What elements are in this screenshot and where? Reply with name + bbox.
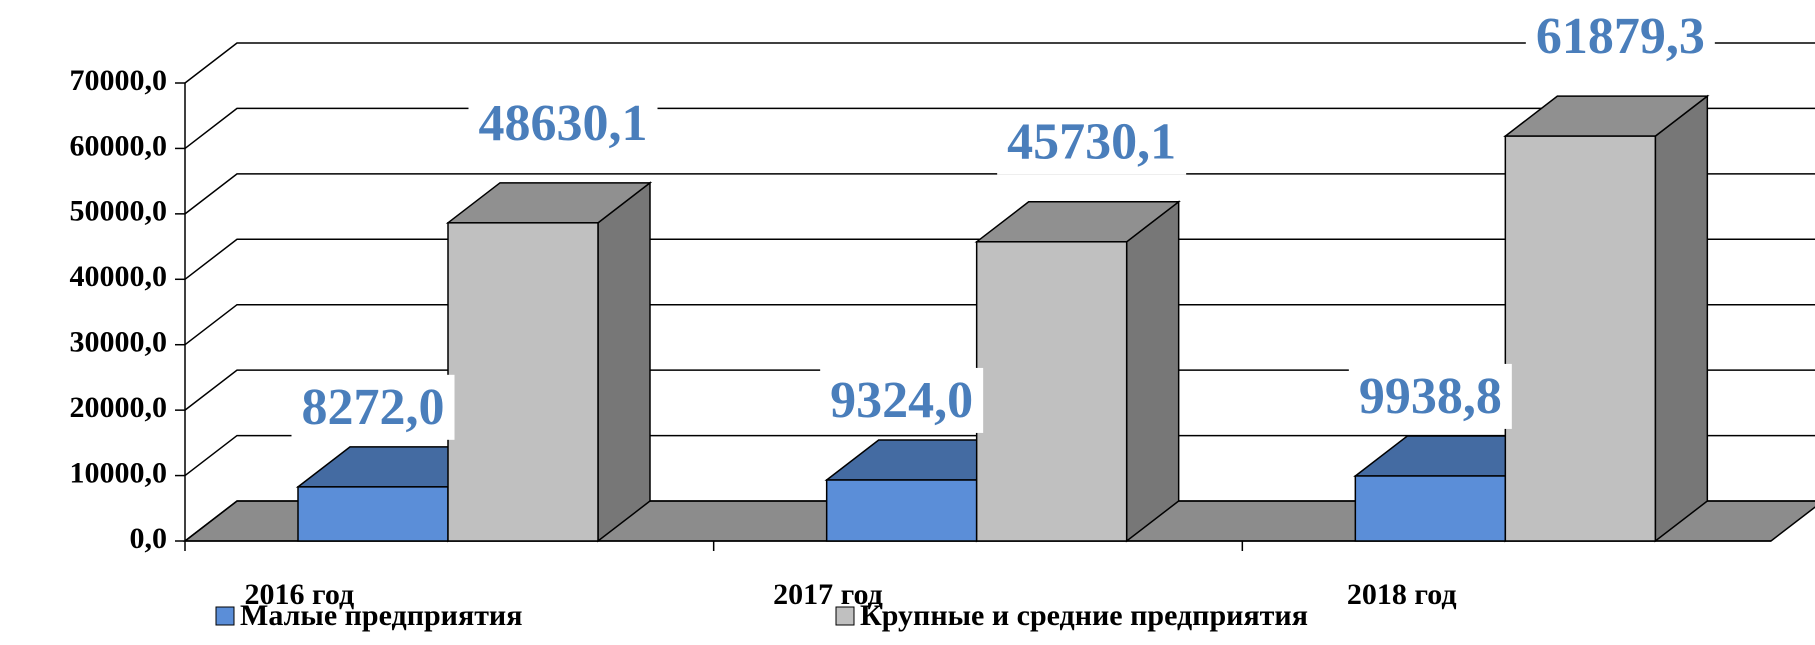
value-label-group: 61879,3 [1526,4,1715,69]
y-tick-label: 10000,0 [70,456,168,489]
value-label-group: 8272,0 [292,375,455,440]
y-tick-label: 20000,0 [70,391,168,424]
y-tick-label: 50000,0 [70,195,168,228]
bar [977,242,1127,541]
legend-swatch [216,607,234,625]
value-label-group: 48630,1 [469,91,658,156]
value-label-group: 9938,8 [1349,364,1512,429]
value-label-group: 9324,0 [820,368,983,433]
bar [298,487,448,541]
chart: 0,0 10000,0 20000,0 30000,0 40000,0 50000,0 60… [0,0,1815,645]
bar [1505,136,1655,541]
y-tick-label: 0,0 [130,522,168,555]
legend-label: Крупные и средние предприятия [860,599,1308,632]
value-label: 9324,0 [830,372,973,429]
legend-swatch [836,607,854,625]
value-label-group: 45730,1 [997,110,1186,175]
bar-side [1127,202,1179,541]
value-label: 61879,3 [1536,8,1705,65]
y-tick-label: 40000,0 [70,260,168,293]
bar [827,480,977,541]
value-label: 8272,0 [302,379,445,436]
x-tick-label: 2018 год [1347,578,1457,611]
y-tick-label: 30000,0 [70,326,168,359]
value-label: 48630,1 [479,95,648,152]
bar-side [1655,96,1707,541]
value-label: 9938,8 [1359,368,1502,425]
value-label: 45730,1 [1007,114,1176,171]
legend-label: Малые предприятия [240,599,522,632]
bar-side [598,183,650,541]
bar [448,223,598,541]
bar [1355,476,1505,541]
y-tick-label: 60000,0 [70,129,168,162]
y-tick-label: 70000,0 [70,64,168,97]
